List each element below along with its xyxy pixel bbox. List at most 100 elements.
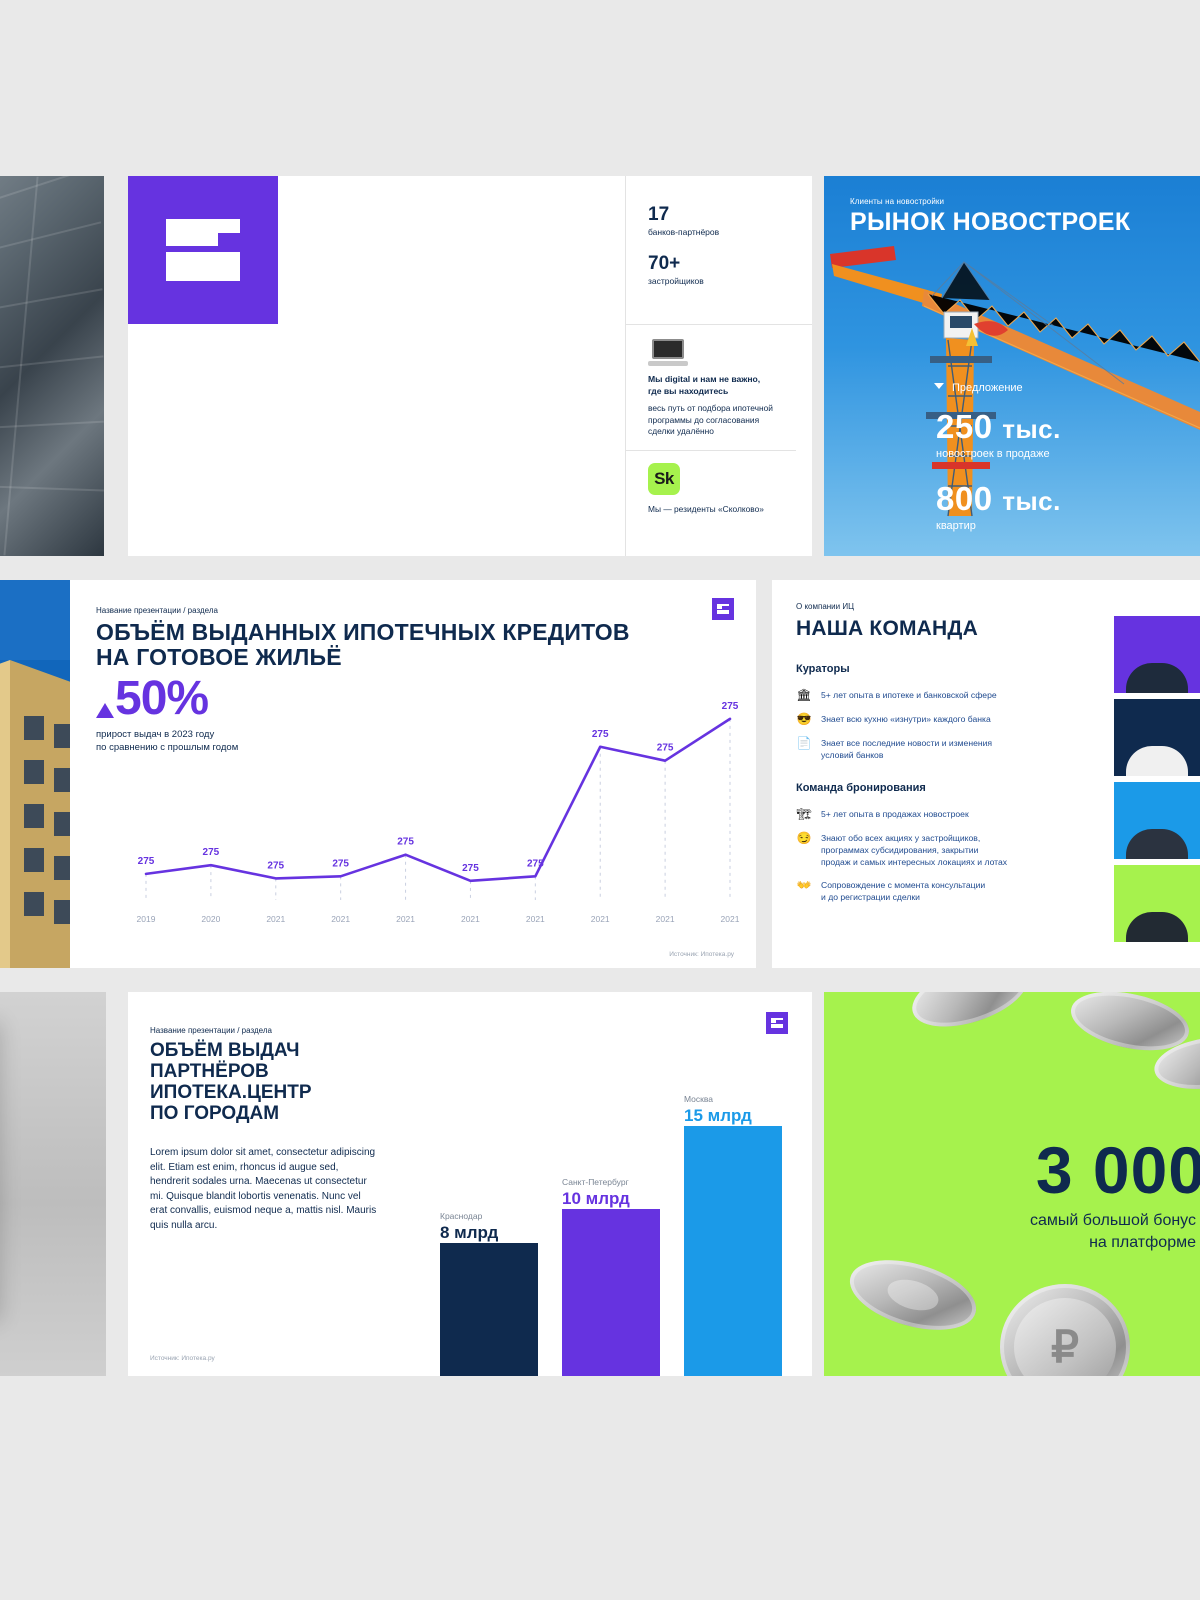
bar-chart-title-line-4: ПО ГОРОДАМ xyxy=(150,1103,280,1124)
stat-banks-caption: банков-партнёров xyxy=(648,227,720,237)
sunglasses-face-icon: 😎 xyxy=(796,712,812,726)
crane-icon: 🏗 xyxy=(796,807,812,821)
svg-text:2021: 2021 xyxy=(461,914,480,924)
bar-1: Санкт-Петербург 10 млрд xyxy=(562,1177,660,1376)
bar-label-2: Москва 15 млрд xyxy=(684,1094,812,1126)
svg-text:2021: 2021 xyxy=(396,914,415,924)
svg-text:2021: 2021 xyxy=(266,914,285,924)
stat-developers-caption: застройщиков xyxy=(648,276,704,286)
bar-chart-source: Источник: Ипотека.ру xyxy=(150,1355,215,1362)
market-stat-offers: 250 тыс. новостроек в продаже xyxy=(936,408,1061,460)
svg-text:275: 275 xyxy=(657,743,674,754)
market-eyebrow: Клиенты на новостройки xyxy=(850,197,945,206)
growth-highlight: 50% прирост выдач в 2023 году по сравнен… xyxy=(96,675,239,754)
partner-stats: 17 банков-партнёров 70+ застройщиков xyxy=(625,176,812,324)
svg-text:2021: 2021 xyxy=(591,914,610,924)
bar-chart-title-line-2: ПАРТНЁРОВ xyxy=(150,1061,269,1082)
bar-chart-title: ОБЪЁМ ВЫДАЧ ПАРТНЁРОВ ИПОТЕКА.ЦЕНТР ПО Г… xyxy=(150,1040,378,1124)
logo-badge xyxy=(766,1012,788,1034)
team-eyebrow: О компании ИЦ xyxy=(796,602,855,611)
line-chart-eyebrow: Название презентации / раздела xyxy=(96,606,218,615)
mockup-backdrop xyxy=(0,992,106,1376)
team-title: НАША КОМАНДА xyxy=(796,617,978,640)
market-title: РЫНОК НОВОСТРОЕК xyxy=(850,208,1131,236)
svg-text:275: 275 xyxy=(267,860,284,871)
bar-value-2: 15 млрд xyxy=(684,1106,752,1125)
line-chart-title-line-2: НА ГОТОВОЕ ЖИЛЬЁ xyxy=(96,644,342,670)
svg-text:275: 275 xyxy=(527,858,544,869)
coin-icon xyxy=(904,992,1036,1040)
slide-new-buildings-market: Клиенты на новостройки РЫНОК НОВОСТРОЕК … xyxy=(824,176,1200,556)
team-item-text: 5+ лет опыта в ипотеке и банковской сфер… xyxy=(821,690,997,700)
avatar xyxy=(1114,782,1200,859)
svg-text:275: 275 xyxy=(592,729,609,740)
team-item: 👐 Сопровождение с момента консультации и… xyxy=(796,879,1100,903)
laptop-icon xyxy=(648,339,688,366)
bar-city-0: Краснодар xyxy=(440,1210,483,1221)
bonus-caption: самый большой бонус на платформе xyxy=(1030,1210,1196,1254)
market-section-label: Предложение xyxy=(934,382,1023,394)
slide-our-team: О компании ИЦ НАША КОМАНДА Кураторы 🏛 5+… xyxy=(772,580,1200,968)
bar-chart-eyebrow: Название презентации / раздела xyxy=(150,1026,272,1035)
team-item: 🏛 5+ лет опыта в ипотеке и банковской сф… xyxy=(796,689,1100,702)
bar-chart-text-column: Название презентации / раздела ОБЪЁМ ВЫД… xyxy=(150,1026,378,1233)
team-item-text: Знает всю кухню «изнутри» каждого банка xyxy=(821,714,991,724)
team-group-heading-curators: Кураторы xyxy=(796,663,850,675)
bonus-caption-line-2: на платформе xyxy=(1089,1234,1196,1251)
bar-0: Краснодар 8 млрд xyxy=(440,1211,538,1376)
team-item: 😏 Знают обо всех акциях у застройщиков, … xyxy=(796,832,1100,868)
slide-mortgage-volume-chart: Название презентации / раздела ОБЪЁМ ВЫД… xyxy=(70,580,756,968)
digital-light-text: весь путь от подбора ипотечной программы… xyxy=(648,403,773,436)
architecture-facade-lines xyxy=(0,176,104,556)
bar-city-1: Санкт-Петербург xyxy=(562,1177,629,1188)
bank-icon: 🏛 xyxy=(796,688,812,702)
market-stat-offers-unit: тыс. xyxy=(1002,414,1061,444)
avatar xyxy=(1114,865,1200,942)
skolkovo-caption: Мы — резиденты «Сколково» xyxy=(648,503,764,514)
growth-value-row: 50% xyxy=(96,675,238,723)
bar-city-2: Москва xyxy=(684,1094,714,1104)
bar-2: Москва 15 млрд xyxy=(684,1094,782,1376)
divider xyxy=(626,449,796,451)
skolkovo-badge: Sk xyxy=(648,462,680,495)
svg-text:275: 275 xyxy=(332,858,349,869)
market-stat-offers-caption: новостроек в продаже xyxy=(936,448,1050,460)
open-hands-icon: 👐 xyxy=(796,878,812,892)
team-item-text: 5+ лет опыта в продажах новостроек xyxy=(821,809,969,819)
market-stat-flats-value: 800 xyxy=(936,480,993,517)
svg-text:275: 275 xyxy=(397,837,414,848)
digital-and-skolkovo: Мы digital и нам не важно, где вы находи… xyxy=(625,324,812,556)
page-curl-icon: 📄 xyxy=(796,736,812,750)
bar-chart-title-line-3: ИПОТЕКА.ЦЕНТР xyxy=(150,1082,312,1103)
svg-text:2021: 2021 xyxy=(331,914,350,924)
digital-strong-text: Мы digital и нам не важно, где вы находи… xyxy=(648,374,761,396)
bar-label-1: Санкт-Петербург 10 млрд xyxy=(562,1177,722,1209)
bar-chart-plot: Краснодар 8 млрд Санкт-Петербург 10 млрд Мос… xyxy=(418,992,812,1376)
coin-ruble-icon: ₽ xyxy=(1000,1284,1130,1376)
market-stat-flats: 800 тыс. квартир xyxy=(936,480,1061,532)
market-section-text: Предложение xyxy=(952,382,1023,394)
svg-text:275: 275 xyxy=(462,863,479,874)
stat-developers-value: 70+ xyxy=(648,253,681,274)
team-item-text: Сопровождение с момента консультации и д… xyxy=(821,880,986,902)
svg-text:275: 275 xyxy=(203,847,220,858)
avatar xyxy=(1114,699,1200,776)
line-chart-title-line-1: ОБЪЁМ ВЫДАННЫХ ИПОТЕЧНЫХ КРЕДИТОВ xyxy=(96,619,630,645)
crane-illustration-icon xyxy=(830,246,1200,517)
logo-cell xyxy=(128,176,278,324)
bonus-number: 3 000 xyxy=(1035,1133,1200,1207)
ipoteka-centr-logo-icon xyxy=(166,219,240,281)
svg-text:2021: 2021 xyxy=(526,914,545,924)
logo-badge xyxy=(712,598,734,620)
title-right-column: 17 банков-партнёров 70+ застройщиков Мы … xyxy=(625,176,812,556)
triangle-down-icon xyxy=(934,383,944,389)
stat-banks-value: 17 xyxy=(648,204,670,225)
team-item: 😎 Знает всю кухню «изнутри» каждого банк… xyxy=(796,713,1100,726)
line-chart-plot: 275 2019 275 2020 275 2021 275 2021 275 2021 275 20… xyxy=(137,701,740,924)
team-item-text: Знают обо всех акциях у застройщиков, пр… xyxy=(821,833,1008,867)
slide-title-platform: ИЦ — IT–ПЛАТФОРМА ДЛЯ ЭКСПЕРТОВ РЫНКА ИП… xyxy=(128,176,812,556)
svg-text:2021: 2021 xyxy=(656,914,675,924)
growth-caption: прирост выдач в 2023 году по сравнению с… xyxy=(96,729,239,753)
team-item-text: Знает все последние новости и изменения … xyxy=(821,738,993,760)
